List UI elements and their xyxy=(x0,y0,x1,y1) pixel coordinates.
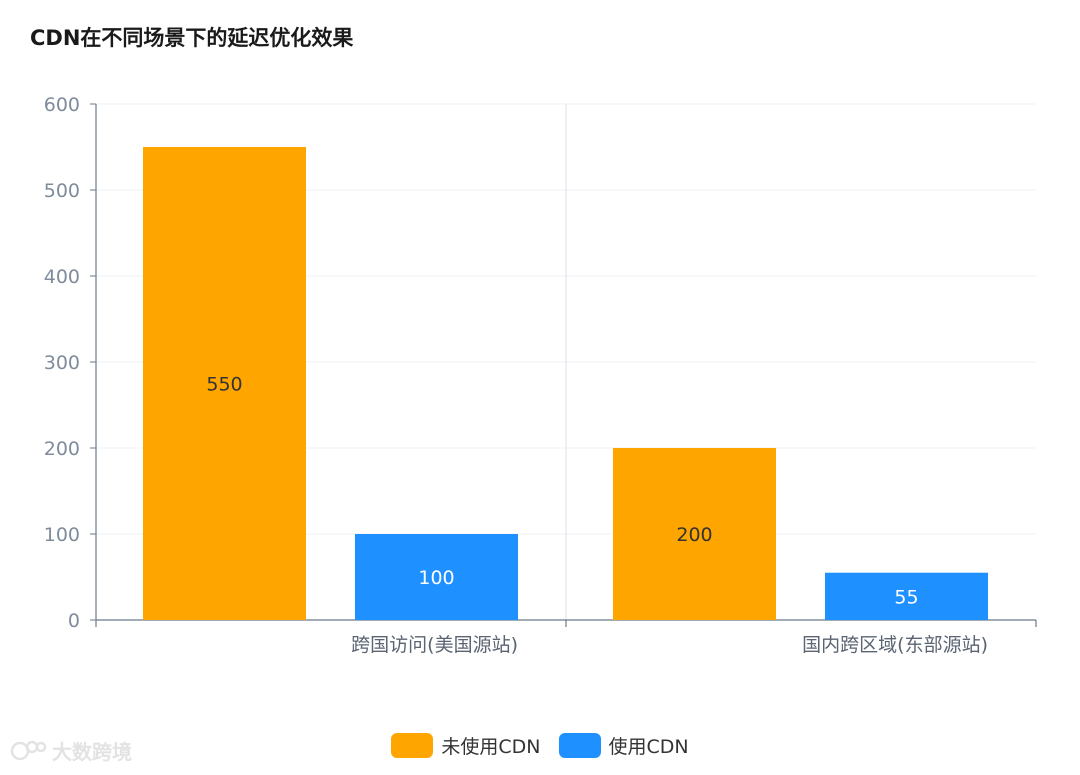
legend-swatch-no-cdn xyxy=(391,733,434,758)
y-tick-label: 500 xyxy=(44,180,80,202)
bar xyxy=(825,572,988,620)
bar-value-label: 55 xyxy=(894,586,918,608)
chart-title: CDN在不同场景下的延迟优化效果 xyxy=(30,26,354,50)
bar-chart: 0 100 200 300 400 500 600 550 100 跨国访问(美国源站) 200 55… xyxy=(44,94,1037,656)
bar xyxy=(355,534,518,620)
y-tick-label: 400 xyxy=(44,266,80,288)
y-tick-label: 100 xyxy=(44,524,80,546)
x-category-label: 国内跨区域(东部源站) xyxy=(802,634,988,656)
y-tick-label: 200 xyxy=(44,438,80,460)
watermark: 大数跨境 xyxy=(10,736,132,765)
legend-item-with-cdn[interactable]: 使用CDN xyxy=(558,732,689,759)
bar xyxy=(143,147,306,620)
bar-value-label: 100 xyxy=(418,567,454,589)
y-tick-label: 0 xyxy=(68,610,80,632)
legend-item-no-cdn[interactable]: 未使用CDN xyxy=(391,732,541,759)
bar xyxy=(613,448,776,620)
watermark-logo-icon xyxy=(10,740,47,760)
legend-label-with-cdn: 使用CDN xyxy=(608,736,689,758)
bar-value-label: 550 xyxy=(206,374,242,396)
legend-label-no-cdn: 未使用CDN xyxy=(441,736,541,758)
watermark-text: 大数跨境 xyxy=(52,740,132,764)
x-category-label: 跨国访问(美国源站) xyxy=(351,634,518,656)
legend-swatch-with-cdn xyxy=(558,733,601,758)
legend: 未使用CDN 使用CDN xyxy=(0,732,1080,759)
y-tick-label: 600 xyxy=(44,94,80,116)
y-tick-label: 300 xyxy=(44,352,80,374)
bar-value-label: 200 xyxy=(676,524,712,546)
